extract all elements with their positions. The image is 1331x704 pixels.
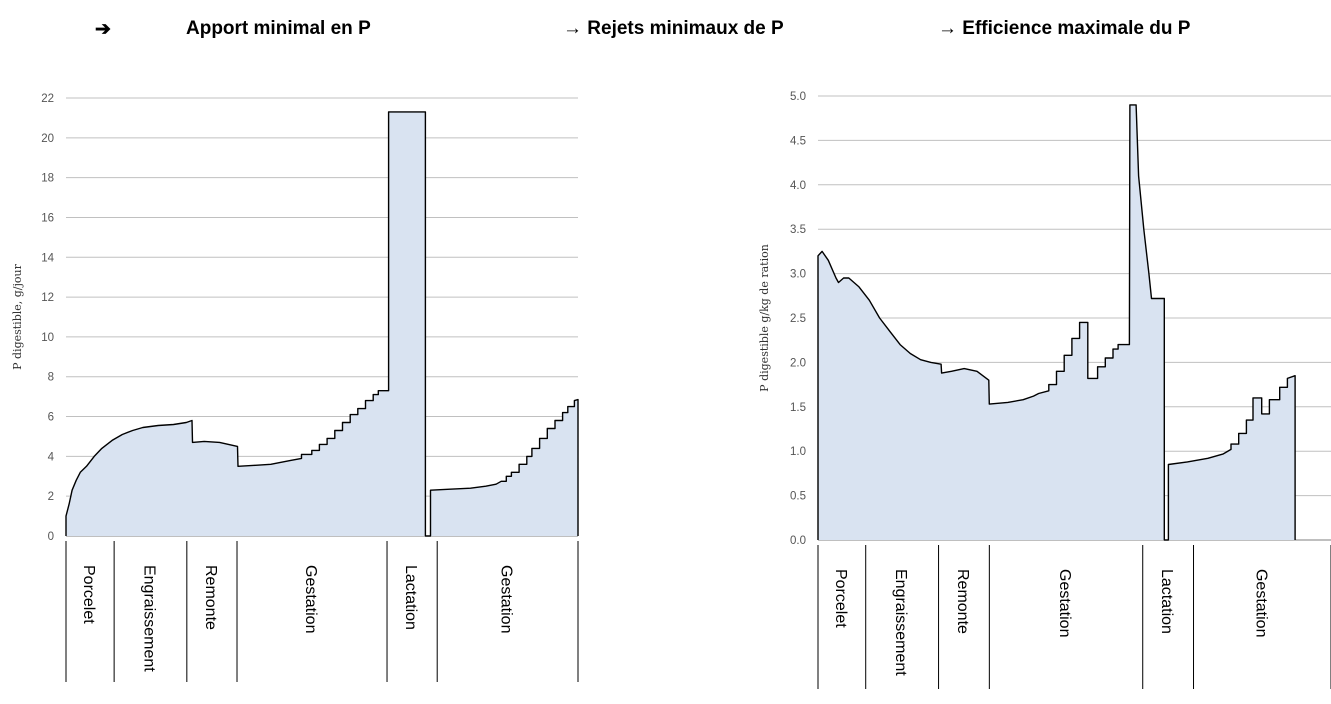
segment-label: Lactation — [1158, 569, 1175, 634]
chart-2: 0.0 0.5 1.0 1.5 2.0 2.5 3.0 3.5 4.0 4.5 5.0 P diges… — [758, 91, 1331, 689]
chart-1: 0 2 4 6 8 10 12 14 16 18 20 22 P digestible, g/jour P… — [11, 93, 579, 682]
y-tick-label: 4.5 — [790, 135, 806, 147]
y-tick-label: 6 — [48, 412, 54, 424]
y-tick-label: 10 — [41, 332, 54, 344]
y-axis-label: P digestible, g/jour — [11, 263, 24, 370]
y-tick-label: 14 — [41, 252, 54, 264]
segment-label: Engraissement — [140, 565, 157, 672]
y-tick-label: 2 — [48, 491, 54, 503]
y-tick-label: 4 — [48, 451, 55, 463]
segment-label: Remonte — [202, 565, 219, 630]
area-fill — [66, 111, 578, 537]
y-tick-label: 8 — [48, 372, 54, 384]
area-line — [65, 111, 579, 537]
y-tick-label: 20 — [41, 133, 54, 145]
y-tick-label: 3.5 — [790, 224, 806, 236]
y-tick-label: 2.0 — [790, 357, 806, 369]
y-tick-label: 0.5 — [790, 491, 806, 503]
segment-label: Remonte — [954, 569, 971, 634]
y-tick-label: 0.0 — [790, 535, 806, 547]
y-tick-label: 3.0 — [790, 269, 806, 281]
segment-label: Gestation — [1252, 569, 1269, 637]
y-tick-label: 16 — [41, 212, 54, 224]
area-fill — [818, 104, 1296, 541]
segment-label: Engraissement — [892, 569, 909, 676]
header-efficience-maximale: → Efficience maximale du P — [938, 18, 1191, 39]
y-tick-label: 22 — [41, 93, 54, 105]
y-tick-label: 12 — [41, 292, 54, 304]
segment-label: Gestation — [302, 565, 319, 633]
y-tick-label: 1.0 — [790, 446, 806, 458]
y-tick-label: 18 — [41, 173, 54, 185]
area-line — [817, 104, 1296, 541]
segment-label: Porcelet — [80, 565, 97, 624]
header-apport-minimal: Apport minimal en P — [186, 18, 371, 39]
header-arrow: ➔ — [95, 19, 111, 40]
segment-label: Porcelet — [832, 569, 849, 628]
segment-label: Lactation — [402, 565, 419, 630]
y-tick-label: 4.0 — [790, 180, 806, 192]
header-rejets-minimaux: → Rejets minimaux de P — [563, 18, 784, 39]
y-axis-label: P digestible g/kg de ration — [758, 244, 771, 392]
y-tick-label: 5.0 — [790, 91, 806, 103]
segment-label: Gestation — [1056, 569, 1073, 637]
y-tick-label: 0 — [48, 531, 54, 543]
y-tick-label: 2.5 — [790, 313, 806, 325]
segment-label: Gestation — [498, 565, 515, 633]
y-tick-label: 1.5 — [790, 402, 806, 414]
